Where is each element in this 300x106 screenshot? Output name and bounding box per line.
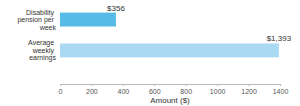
x-axis: 0 200 400 600 800 1000 1200 1400	[59, 84, 289, 95]
tick: 0	[59, 84, 63, 95]
tick-label: 400	[118, 88, 130, 95]
bar	[60, 13, 116, 27]
data-label: $1,393	[267, 34, 292, 43]
tick-mark	[186, 84, 187, 86]
tick-mark	[280, 84, 281, 86]
data-labels: $356 $1,393	[107, 4, 292, 44]
tick: 400	[118, 84, 130, 95]
tick-label: 0	[59, 88, 63, 95]
tick: 1200	[241, 84, 257, 95]
category-label-line: week	[39, 24, 57, 31]
tick-mark	[123, 84, 124, 86]
tick-mark	[60, 84, 61, 86]
tick-label: 800	[180, 88, 192, 95]
category-labels: Disability pension per week Average weekl…	[17, 9, 56, 63]
tick: 1400	[273, 84, 289, 95]
axis-title: Amount ($)	[150, 96, 190, 105]
tick: 200	[86, 84, 98, 95]
tick-mark	[249, 84, 250, 86]
tick: 1000	[210, 84, 226, 95]
tick: 600	[149, 84, 161, 95]
tick-label: 1200	[241, 88, 257, 95]
tick-label: 1400	[273, 88, 289, 95]
axis-line	[61, 84, 281, 85]
category-label: Average weekly earnings	[28, 39, 56, 62]
tick: 800	[180, 84, 192, 95]
tick-mark	[91, 84, 92, 86]
tick-label: 1000	[210, 88, 226, 95]
chart: $356 $1,393 Disability pension per week Ave…	[0, 0, 300, 106]
tick-label: 200	[86, 88, 98, 95]
tick-mark	[154, 84, 155, 86]
category-label-line: earnings	[29, 54, 56, 62]
bar	[60, 43, 279, 57]
data-label: $356	[107, 4, 125, 13]
tick-mark	[217, 84, 218, 86]
tick-label: 600	[149, 88, 161, 95]
bars	[60, 13, 279, 58]
category-label: Disability pension per week	[17, 9, 56, 31]
